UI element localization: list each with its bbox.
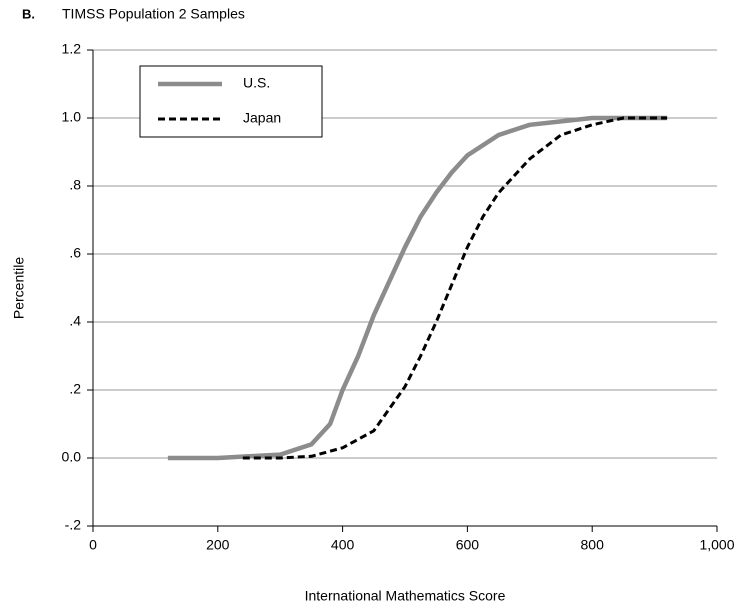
- y-tick-label: 1.0: [62, 109, 82, 125]
- x-tick-label: 1,000: [699, 537, 734, 553]
- chart-title: TIMSS Population 2 Samples: [62, 6, 245, 22]
- y-tick-label: .4: [69, 313, 81, 329]
- x-tick-label: 0: [89, 537, 97, 553]
- y-tick-label: 1.2: [62, 41, 82, 57]
- y-tick-label: .2: [69, 381, 81, 397]
- legend-box: [139, 65, 323, 138]
- x-tick-label: 800: [581, 537, 605, 553]
- series-line: [167, 115, 668, 461]
- y-tick-label: 0.0: [62, 449, 82, 465]
- legend-label: U.S.: [243, 75, 270, 91]
- y-tick-label: .6: [69, 245, 81, 261]
- x-tick-label: 400: [331, 537, 355, 553]
- y-tick-label: -.2: [65, 517, 82, 533]
- y-tick-label: .8: [69, 177, 81, 193]
- panel-label: B.: [22, 6, 35, 21]
- legend-label: Japan: [243, 110, 281, 126]
- x-tick-label: 200: [206, 537, 230, 553]
- x-tick-label: 600: [456, 537, 480, 553]
- x-axis-label: International Mathematics Score: [305, 588, 506, 604]
- series-line: [242, 116, 668, 460]
- y-axis-label: Percentile: [11, 257, 27, 319]
